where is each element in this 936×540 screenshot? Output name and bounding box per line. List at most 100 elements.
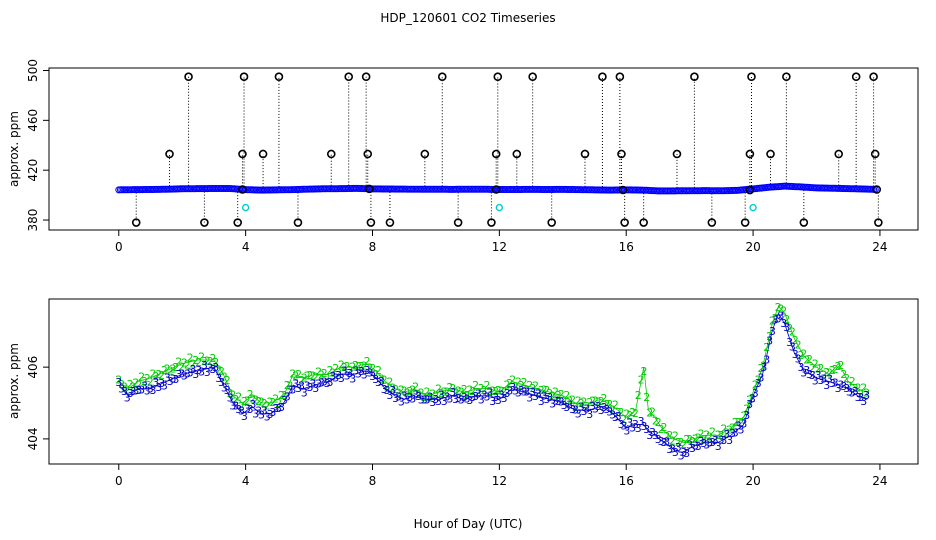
series-3-point: 3 [666, 443, 673, 456]
series-3-point: 3 [281, 394, 288, 407]
series-3-point: 3 [746, 398, 753, 411]
series-3-point: 3 [586, 408, 593, 421]
series-2-point: 2 [170, 362, 177, 375]
extreme-point [512, 149, 522, 159]
series-3-point: 3 [518, 384, 525, 397]
series-3-point: 3 [532, 390, 539, 403]
series-3-point: 3 [184, 368, 191, 381]
series-2-point: 2 [289, 368, 296, 381]
extreme-point [238, 149, 247, 159]
series-2-point: 2 [740, 410, 747, 423]
series-3-point: 3 [658, 435, 665, 448]
series-3-point: 3 [809, 369, 816, 382]
series-2-point: 2 [141, 375, 148, 388]
series-3-point: 3 [549, 397, 556, 410]
series-2-point: 2 [155, 368, 162, 381]
series-3-point: 3 [338, 372, 345, 385]
series-3-point: 3 [700, 437, 707, 450]
series-3-point: 3 [635, 422, 642, 435]
series-2-point: 2 [369, 362, 376, 375]
series-3-point: 3 [312, 382, 319, 395]
bottom-x-axis: 0 4 8 12 16 20 24 [115, 464, 888, 488]
series-3-point: 3 [512, 384, 519, 397]
series-2-point: 2 [135, 378, 142, 391]
x-tick-label: 4 [242, 240, 250, 254]
top-plot-frame [48, 67, 919, 231]
series-3-point: 3 [435, 395, 442, 408]
series-2-point: 2 [666, 429, 673, 442]
series-2-point: 2 [680, 438, 687, 451]
series-3-point: 3 [583, 403, 590, 416]
series-3-point: 3 [703, 438, 710, 451]
extreme-point [870, 149, 880, 159]
series-3-point: 3 [355, 367, 362, 380]
series-2-point: 2 [569, 393, 576, 406]
series-2-point: 2 [121, 381, 128, 394]
series-2-point: 2 [646, 406, 653, 419]
series-3-point: 3 [523, 386, 530, 399]
series-3-point: 3 [723, 428, 730, 441]
series-2-point: 2 [760, 360, 767, 373]
series-2-point: 2 [227, 387, 234, 400]
series-2-point: 2 [692, 432, 699, 445]
series-2-point: 2 [221, 371, 228, 384]
series-2-point: 2 [695, 431, 702, 444]
series-3-point: 3 [170, 373, 177, 386]
series-3-point: 3 [364, 364, 371, 377]
series-2-point: 2 [241, 395, 248, 408]
series-2-point: 2 [378, 373, 385, 386]
series-3-point: 3 [783, 321, 790, 334]
series-2-point: 2 [826, 367, 833, 380]
series-3-point: 3 [815, 369, 822, 382]
series-3-point: 3 [287, 384, 294, 397]
series-2-point: 2 [558, 388, 565, 401]
series-3-point: 3 [455, 392, 462, 405]
series-2-point: 2 [244, 395, 251, 408]
series-2-point: 2 [592, 395, 599, 408]
series-2-point: 2 [698, 428, 705, 441]
series-2-point: 2 [832, 363, 839, 376]
series-3-point: 3 [369, 370, 376, 383]
series-3-point: 3 [372, 373, 379, 386]
series-2-point: 2 [583, 400, 590, 413]
x-tick-label: 4 [242, 474, 250, 488]
series-3-point: 3 [327, 376, 334, 389]
low-point [495, 203, 504, 212]
series-2-point: 2 [298, 374, 305, 387]
series-3-point: 3 [778, 310, 785, 323]
extreme-point [617, 149, 626, 159]
series-3-point: 3 [546, 391, 553, 404]
series-2-point: 2 [167, 365, 174, 378]
series-2-point: 2 [792, 334, 799, 347]
series-3-point: 3 [329, 370, 336, 383]
extreme-point [782, 72, 791, 82]
series-3-point: 3 [732, 427, 739, 440]
series-3-point: 3 [663, 436, 670, 449]
series-3-point: 3 [195, 364, 202, 377]
series-3-point: 3 [538, 395, 545, 408]
series-2-point: 2 [386, 376, 393, 389]
extreme-point [366, 218, 376, 227]
series-3-point: 3 [758, 371, 765, 384]
series-2-point: 2 [601, 392, 608, 405]
series-3-point: 3 [347, 367, 354, 380]
series-3-point: 3 [406, 391, 413, 404]
series-2-point: 2 [532, 379, 539, 392]
series-2-point: 2 [486, 385, 493, 398]
series-3-point: 3 [321, 376, 328, 389]
extreme-point [620, 218, 629, 227]
series-2-point: 2 [372, 368, 379, 381]
series-2-point: 2 [623, 408, 630, 421]
series-2-point: 2 [412, 380, 419, 393]
series-3-point: 3 [155, 381, 162, 394]
extreme-point [745, 185, 755, 195]
series-3-point: 3 [837, 379, 844, 392]
series-3-point: 3 [695, 440, 702, 453]
series-3-point: 3 [384, 384, 391, 397]
series-3-point: 3 [461, 391, 468, 404]
extreme-point [707, 218, 717, 227]
series-3-point: 3 [832, 376, 839, 389]
series-2-point: 2 [809, 362, 816, 375]
series-3-point: 3 [855, 391, 862, 404]
series-2-point: 2 [612, 398, 619, 411]
